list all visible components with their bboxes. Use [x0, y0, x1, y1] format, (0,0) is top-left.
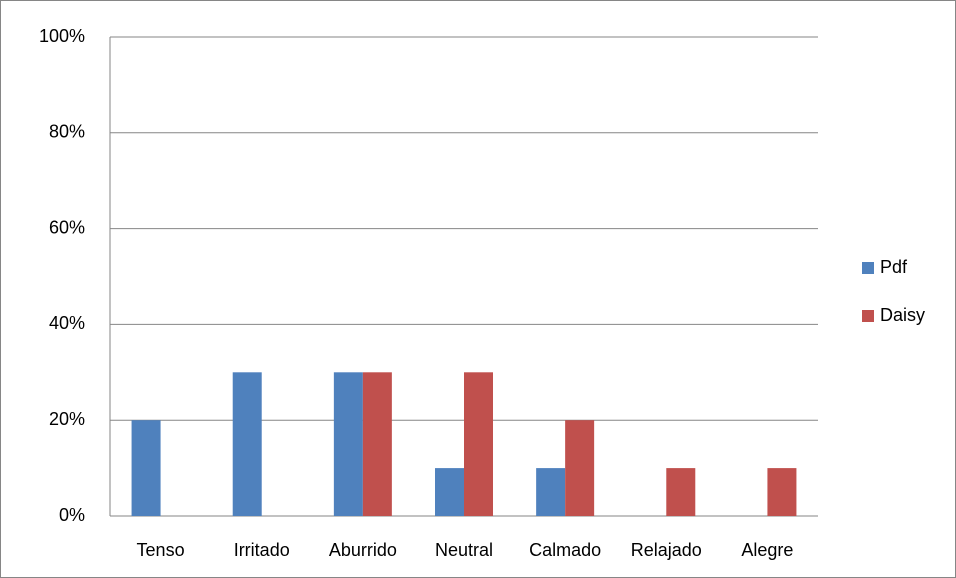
- x-tick-label: Aburrido: [329, 540, 397, 560]
- bar: [362, 372, 392, 516]
- legend-swatch: [862, 310, 874, 322]
- bar: [131, 420, 161, 516]
- y-tick-label: 80%: [49, 122, 85, 142]
- legend-swatch: [862, 262, 874, 274]
- y-tick-label: 20%: [49, 409, 85, 429]
- y-tick-label: 60%: [49, 217, 85, 237]
- bar: [536, 468, 566, 516]
- x-tick-label: Relajado: [631, 540, 702, 560]
- x-tick-label: Tenso: [137, 540, 185, 560]
- bar: [767, 468, 797, 516]
- legend-label: Pdf: [880, 257, 908, 277]
- bar: [232, 372, 262, 516]
- bar: [565, 420, 595, 516]
- y-tick-label: 100%: [39, 26, 85, 46]
- y-tick-label: 40%: [49, 313, 85, 333]
- y-tick-label: 0%: [59, 505, 85, 525]
- x-tick-label: Neutral: [435, 540, 493, 560]
- bar: [435, 468, 464, 516]
- legend-label: Daisy: [880, 305, 925, 325]
- x-tick-label: Calmado: [529, 540, 601, 560]
- bar: [464, 372, 493, 516]
- bar: [333, 372, 363, 516]
- x-tick-label: Alegre: [741, 540, 793, 560]
- x-tick-label: Irritado: [234, 540, 290, 560]
- bar: [666, 468, 696, 516]
